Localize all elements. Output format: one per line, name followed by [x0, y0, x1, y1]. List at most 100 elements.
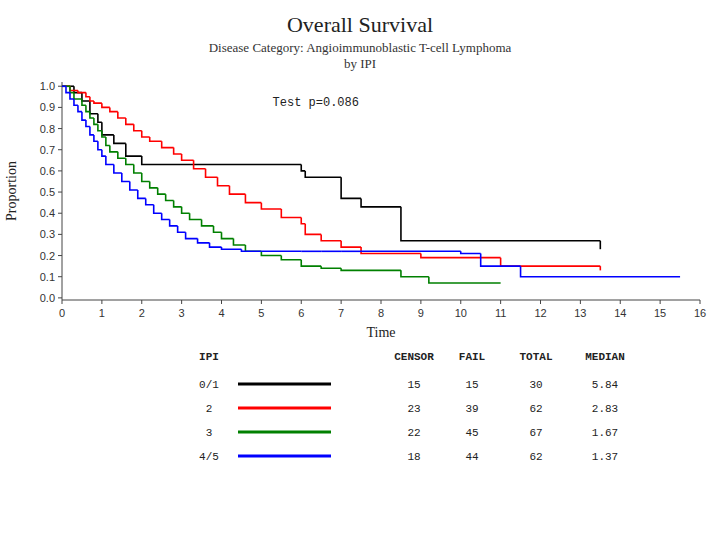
x-tick-label: 1: [99, 307, 105, 319]
step-segment: [301, 165, 305, 171]
table-cell: 2.83: [592, 403, 618, 415]
background: [0, 0, 720, 540]
legend-swatch: [238, 383, 331, 386]
y-tick: [58, 255, 62, 256]
step-segment: [154, 205, 162, 213]
x-tick: [261, 300, 262, 304]
x-tick: [101, 300, 102, 304]
step-segment: [361, 247, 421, 253]
step-segment: [341, 268, 401, 270]
x-tick: [301, 300, 302, 304]
step-segment: [218, 177, 230, 185]
y-tick-label: 0.7: [40, 144, 55, 156]
step-segment: [98, 124, 102, 130]
step-segment: [210, 243, 222, 247]
y-tick-label: 0.2: [40, 250, 55, 262]
x-tick: [181, 300, 182, 304]
x-tick-label: 14: [614, 307, 626, 319]
table-header: MEDIAN: [585, 351, 625, 363]
x-tick: [500, 300, 501, 304]
step-segment: [142, 131, 150, 137]
step-segment: [178, 226, 186, 232]
step-segment: [241, 249, 261, 251]
x-tick-label: 2: [139, 307, 145, 319]
step-segment: [521, 266, 681, 277]
legend-swatch: [238, 455, 331, 458]
step-segment: [94, 101, 102, 103]
step-segment: [245, 245, 261, 251]
title: Overall Survival: [287, 12, 433, 37]
step-segment: [102, 122, 114, 135]
step-segment: [86, 93, 90, 97]
table-group-label: 2: [206, 403, 213, 415]
summary-table: IPICENSORFAILTOTALMEDIAN0/11515305.84223…: [199, 351, 625, 463]
table-cell: 1.67: [592, 427, 618, 439]
legend-swatch: [238, 407, 331, 410]
survival-curve: [62, 86, 680, 276]
table-cell: 67: [529, 427, 542, 439]
table-group-label: 0/1: [199, 379, 219, 391]
table-cell: 44: [465, 451, 479, 463]
step-segment: [118, 112, 126, 118]
step-segment: [142, 156, 302, 164]
step-segment: [94, 118, 98, 124]
y-tick: [58, 234, 62, 235]
x-tick-label: 0: [59, 307, 65, 319]
table-cell: 15: [407, 379, 420, 391]
step-segment: [66, 86, 70, 92]
step-segment: [118, 152, 126, 158]
step-segment: [166, 194, 174, 200]
step-segment: [261, 251, 301, 253]
step-segment: [114, 135, 126, 143]
x-tick: [221, 300, 222, 304]
step-segment: [162, 141, 174, 147]
step-segment: [106, 137, 110, 145]
subtitle: Disease Category: Angioimmunoblastic T-c…: [209, 40, 512, 55]
step-segment: [162, 213, 170, 219]
step-segment: [138, 190, 146, 198]
step-segment: [281, 209, 301, 217]
table-header: IPI: [199, 351, 219, 363]
step-segment: [90, 97, 94, 101]
y-tick: [58, 107, 62, 108]
step-segment: [90, 112, 94, 118]
step-segment: [102, 103, 110, 107]
y-tick: [58, 297, 62, 298]
x-tick: [141, 300, 142, 304]
x-tick: [62, 300, 63, 304]
x-tick-label: 4: [218, 307, 224, 319]
step-segment: [134, 124, 142, 130]
survival-curve: [62, 86, 600, 270]
table-group-label: 3: [206, 427, 213, 439]
step-segment: [70, 93, 74, 99]
x-tick: [700, 300, 701, 304]
x-tick: [341, 300, 342, 304]
step-segment: [170, 220, 178, 226]
table-group-label: 4/5: [199, 451, 219, 463]
table-cell: 22: [407, 427, 420, 439]
y-tick: [58, 192, 62, 193]
step-segment: [182, 207, 190, 213]
y-tick-label: 0.5: [40, 186, 55, 198]
x-tick-label: 11: [495, 307, 506, 319]
table-cell: 62: [529, 403, 542, 415]
step-segment: [74, 99, 78, 105]
step-segment: [158, 188, 166, 194]
y-tick: [58, 128, 62, 129]
x-tick-label: 9: [418, 307, 424, 319]
step-segment: [600, 241, 602, 249]
y-tick: [58, 149, 62, 150]
plot-area: [62, 86, 680, 283]
x-tick: [420, 300, 421, 304]
step-segment: [361, 251, 461, 253]
step-segment: [78, 90, 86, 92]
y-axis-label: Proportion: [4, 161, 19, 221]
y-axis-line: [62, 82, 63, 300]
step-segment: [150, 137, 162, 141]
y-tick: [58, 170, 62, 171]
step-segment: [130, 181, 138, 189]
step-segment: [126, 143, 142, 156]
y-tick-label: 0.1: [40, 271, 55, 283]
y-tick-label: 0.0: [40, 292, 55, 304]
step-segment: [341, 241, 361, 247]
